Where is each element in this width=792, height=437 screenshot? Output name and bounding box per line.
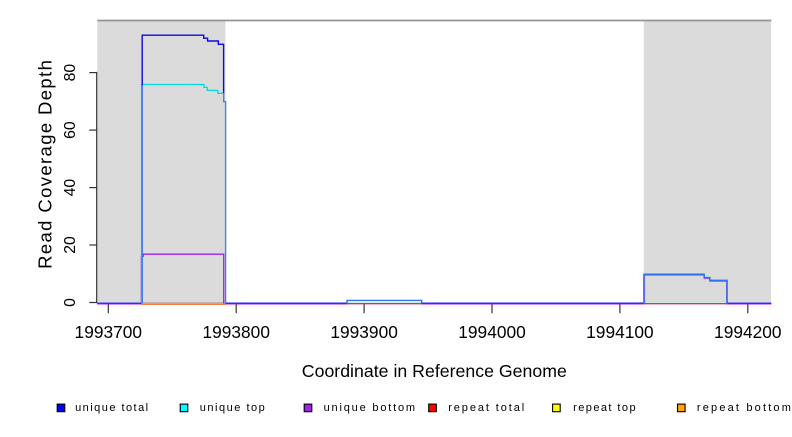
- svg-text:1993800: 1993800: [202, 322, 270, 342]
- svg-text:0: 0: [62, 298, 79, 307]
- svg-text:20: 20: [62, 236, 79, 254]
- svg-text:1993700: 1993700: [75, 322, 143, 342]
- svg-text:Read Coverage Depth: Read Coverage Depth: [34, 60, 55, 269]
- svg-text:60: 60: [62, 121, 79, 139]
- svg-text:1994000: 1994000: [458, 322, 526, 342]
- svg-text:1994100: 1994100: [586, 322, 654, 342]
- svg-text:repeat total: repeat total: [448, 402, 524, 414]
- svg-text:40: 40: [62, 179, 79, 197]
- svg-text:unique top: unique top: [200, 402, 265, 414]
- svg-text:repeat top: repeat top: [573, 402, 636, 414]
- svg-text:Coordinate in Reference Genome: Coordinate in Reference Genome: [302, 361, 567, 381]
- svg-text:unique bottom: unique bottom: [324, 402, 416, 414]
- svg-text:80: 80: [62, 64, 79, 82]
- svg-text:repeat bottom: repeat bottom: [697, 402, 791, 414]
- svg-text:1994200: 1994200: [714, 322, 782, 342]
- svg-text:unique total: unique total: [75, 402, 148, 414]
- svg-text:1993900: 1993900: [330, 322, 398, 342]
